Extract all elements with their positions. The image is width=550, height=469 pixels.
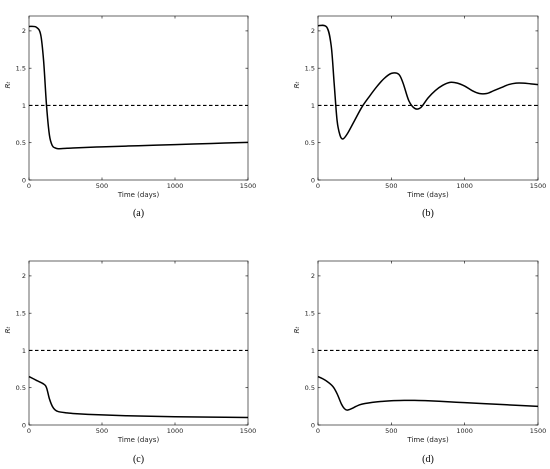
y-tick-label: 1 — [311, 347, 315, 355]
plot-area — [28, 260, 249, 426]
x-tick-label: 0 — [316, 427, 320, 435]
y-tick-label: 0 — [311, 421, 315, 429]
x-axis-label: Time (days) — [117, 436, 160, 444]
y-tick-label: 1 — [22, 347, 26, 355]
x-tick-label: 500 — [96, 182, 108, 190]
panel-label: (c) — [133, 454, 144, 465]
plot-area — [317, 260, 539, 426]
x-tick-label: 500 — [96, 427, 108, 435]
y-tick-label: 0 — [311, 176, 315, 184]
y-axis-label: Rₜ — [4, 326, 12, 333]
plot-area — [317, 15, 539, 181]
x-tick-label: 0 — [27, 182, 31, 190]
series-line — [28, 375, 249, 419]
x-tick-label: 1500 — [530, 427, 547, 435]
y-tick-label: 0.5 — [16, 139, 26, 147]
y-tick-label: 1 — [22, 102, 26, 110]
y-tick-label: 1 — [311, 102, 315, 110]
y-tick-label: 1.5 — [305, 309, 315, 317]
y-tick-label: 0 — [22, 421, 26, 429]
plot-area — [28, 15, 249, 181]
x-tick-label: 0 — [316, 182, 320, 190]
x-tick-label: 0 — [27, 427, 31, 435]
y-tick-label: 0.5 — [16, 384, 26, 392]
x-tick-label: 1000 — [456, 427, 473, 435]
chart-panel-0: 0 500 1000 1500 0 0.5 1 1.5 2 Time (days) Rₜ (a) — [4, 15, 257, 219]
x-axis-label: Time (days) — [117, 191, 160, 199]
x-tick-label: 500 — [385, 182, 397, 190]
panel-label: (d) — [422, 454, 434, 465]
x-axis-label: Time (days) — [406, 436, 449, 444]
series-line — [28, 25, 249, 150]
y-tick-label: 1.5 — [16, 309, 26, 317]
x-tick-label: 1500 — [240, 427, 257, 435]
chart-panel-1: 0 500 1000 1500 0 0.5 1 1.5 2 Time (days) Rₜ (b) — [293, 15, 547, 219]
chart-panel-3: 0 500 1000 1500 0 0.5 1 1.5 2 Time (days) Rₜ (d) — [293, 260, 547, 465]
x-tick-label: 1500 — [530, 182, 547, 190]
x-tick-label: 1500 — [240, 182, 257, 190]
x-tick-label: 1000 — [456, 182, 473, 190]
y-tick-label: 0.5 — [305, 384, 315, 392]
x-tick-label: 1000 — [167, 427, 184, 435]
panel-label: (b) — [422, 208, 434, 219]
y-tick-label: 2 — [311, 272, 315, 280]
y-axis-label: Rₜ — [293, 326, 301, 333]
y-tick-label: 2 — [22, 27, 26, 35]
y-tick-label: 2 — [311, 27, 315, 35]
series-line — [317, 24, 539, 140]
y-tick-label: 1.5 — [305, 64, 315, 72]
y-tick-label: 2 — [22, 272, 26, 280]
panel-label: (a) — [133, 208, 144, 219]
series-line — [317, 375, 539, 411]
y-axis-label: Rₜ — [4, 81, 12, 88]
y-tick-label: 1.5 — [16, 64, 26, 72]
y-tick-label: 0 — [22, 176, 26, 184]
x-axis-label: Time (days) — [406, 191, 449, 199]
chart-panel-2: 0 500 1000 1500 0 0.5 1 1.5 2 Time (days) Rₜ (c) — [4, 260, 257, 465]
y-tick-label: 0.5 — [305, 139, 315, 147]
x-tick-label: 500 — [385, 427, 397, 435]
y-axis-label: Rₜ — [293, 81, 301, 88]
x-tick-label: 1000 — [167, 182, 184, 190]
